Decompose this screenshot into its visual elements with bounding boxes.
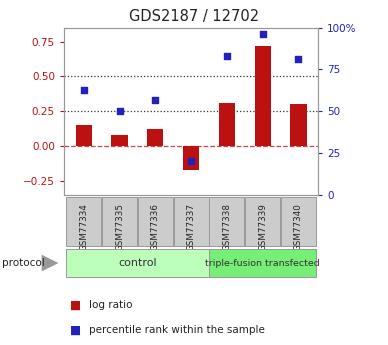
Text: ■: ■ xyxy=(70,324,81,337)
FancyBboxPatch shape xyxy=(66,197,101,246)
Bar xyxy=(147,129,163,146)
Point xyxy=(295,57,301,62)
FancyBboxPatch shape xyxy=(102,197,137,246)
FancyBboxPatch shape xyxy=(281,197,316,246)
Polygon shape xyxy=(42,255,59,272)
Text: GSM77336: GSM77336 xyxy=(151,203,160,250)
Text: log ratio: log ratio xyxy=(89,300,133,310)
Point xyxy=(188,159,194,164)
Point xyxy=(224,53,230,59)
Text: GSM77337: GSM77337 xyxy=(187,203,196,251)
Text: protocol: protocol xyxy=(2,258,45,268)
FancyBboxPatch shape xyxy=(66,249,209,277)
Text: GSM77335: GSM77335 xyxy=(115,203,124,251)
Bar xyxy=(183,146,199,170)
FancyBboxPatch shape xyxy=(210,197,244,246)
Text: percentile rank within the sample: percentile rank within the sample xyxy=(89,325,265,335)
Bar xyxy=(111,135,128,146)
Point xyxy=(260,31,266,37)
Point xyxy=(116,108,123,114)
Bar xyxy=(291,104,307,146)
Text: control: control xyxy=(118,258,157,268)
FancyBboxPatch shape xyxy=(138,197,173,246)
Text: GSM77334: GSM77334 xyxy=(79,203,88,250)
Bar xyxy=(76,125,92,146)
Bar xyxy=(255,46,271,146)
Point xyxy=(81,87,87,92)
Text: ■: ■ xyxy=(70,299,81,312)
FancyBboxPatch shape xyxy=(210,249,316,277)
Text: GSM77338: GSM77338 xyxy=(222,203,231,251)
FancyBboxPatch shape xyxy=(173,197,209,246)
Bar xyxy=(219,103,235,146)
Text: GSM77339: GSM77339 xyxy=(258,203,267,250)
Text: GDS2187 / 12702: GDS2187 / 12702 xyxy=(129,9,259,23)
Text: triple-fusion transfected: triple-fusion transfected xyxy=(205,258,320,268)
Text: GSM77340: GSM77340 xyxy=(294,203,303,250)
FancyBboxPatch shape xyxy=(245,197,280,246)
Point xyxy=(152,97,158,102)
